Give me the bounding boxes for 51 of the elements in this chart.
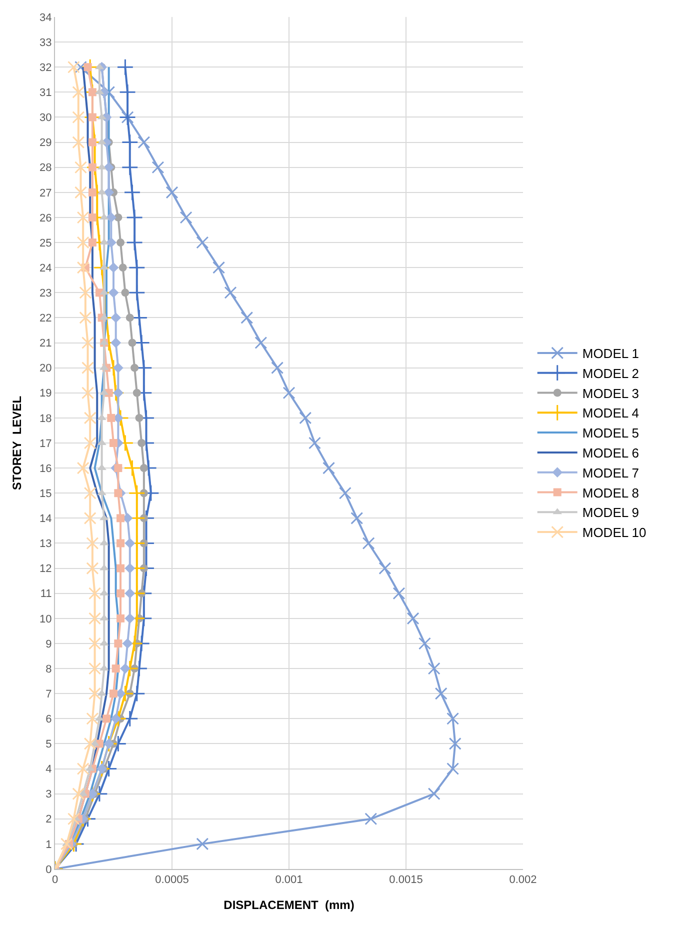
y-tick-label: 17 <box>40 438 52 450</box>
legend-label: MODEL 2 <box>582 366 639 381</box>
y-tick-label: 6 <box>46 714 52 726</box>
y-tick-label: 29 <box>40 137 52 150</box>
y-tick-label: 16 <box>40 462 52 475</box>
y-tick-label: 19 <box>40 388 52 400</box>
legend-label: MODEL 10 <box>582 525 646 540</box>
y-tick-label: 33 <box>40 36 52 49</box>
y-tick-label: 10 <box>40 613 52 626</box>
y-tick-label: 34 <box>40 12 52 24</box>
y-tick-label: 21 <box>40 338 52 350</box>
y-tick-label: 11 <box>40 588 52 600</box>
y-tick-label: 20 <box>40 362 52 375</box>
y-tick-label: 22 <box>40 312 52 325</box>
y-tick-label: 2 <box>46 814 52 826</box>
legend-label: MODEL 7 <box>582 465 639 480</box>
y-tick-label: 31 <box>40 87 52 100</box>
y-tick-label: 32 <box>40 62 52 74</box>
legend-label: MODEL 6 <box>582 446 639 461</box>
y-tick-label: 25 <box>40 237 52 250</box>
y-tick-label: 13 <box>40 538 52 550</box>
y-tick-label: 14 <box>40 513 52 526</box>
y-tick-label: 27 <box>40 187 52 200</box>
y-tick-label: 3 <box>46 788 52 801</box>
y-tick-label: 12 <box>40 563 52 576</box>
y-tick-label: 4 <box>46 764 52 776</box>
y-tick-label: 9 <box>46 638 52 650</box>
y-tick-label: 28 <box>40 162 52 174</box>
legend-label: MODEL 4 <box>582 406 639 421</box>
y-tick-label: 15 <box>40 488 52 500</box>
y-tick-label: 26 <box>40 212 52 224</box>
y-tick-label: 0 <box>46 864 52 876</box>
legend-label: MODEL 5 <box>582 426 639 441</box>
y-tick-label: 8 <box>46 663 52 676</box>
legend-label: MODEL 3 <box>582 386 639 401</box>
y-tick-label: 5 <box>46 738 52 751</box>
x-tick-label: 0.0015 <box>389 874 423 886</box>
x-axis-title: DISPLACEMENT (mm) <box>224 898 354 912</box>
y-tick-label: 18 <box>40 412 52 425</box>
x-tick-label: 0.002 <box>509 874 537 886</box>
y-tick-label: 1 <box>46 838 52 851</box>
legend-label: MODEL 8 <box>582 485 639 500</box>
x-tick-label: 0.001 <box>275 874 303 886</box>
y-tick-label: 24 <box>40 262 52 274</box>
legend-label: MODEL 9 <box>582 505 639 520</box>
legend-label: MODEL 1 <box>582 346 639 362</box>
y-tick-label: 30 <box>40 112 52 124</box>
x-tick-label: 0.0005 <box>155 874 189 886</box>
y-tick-label: 23 <box>40 288 52 300</box>
y-axis-title: STOREY LEVEL <box>10 396 24 490</box>
y-tick-label: 7 <box>46 688 52 700</box>
